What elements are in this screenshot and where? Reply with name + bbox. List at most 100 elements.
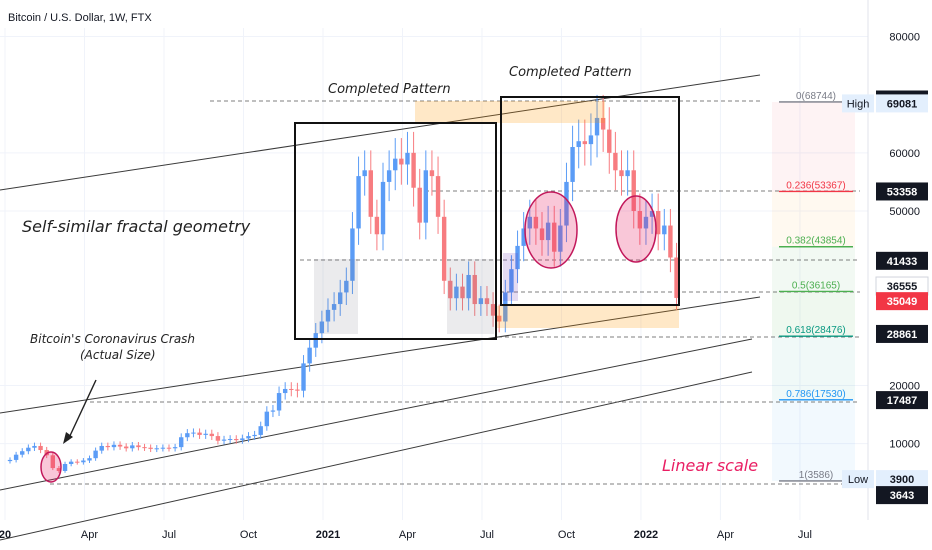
y-tick-label: 50000 <box>889 206 920 218</box>
candle-body <box>515 245 520 270</box>
candle-body <box>215 436 221 441</box>
candle-body <box>130 445 135 449</box>
candle-body <box>374 216 380 235</box>
highlight-ellipse <box>40 451 62 483</box>
candle-body <box>417 187 422 223</box>
candle-body <box>356 176 361 229</box>
highlight-ellipse <box>615 195 657 263</box>
candle-body <box>68 461 74 464</box>
candle-body <box>668 225 673 258</box>
candle-body <box>643 216 649 229</box>
candle-body <box>478 298 484 305</box>
price-tag-label: 69081 <box>887 98 918 110</box>
x-tick-label: Jul <box>162 529 176 541</box>
candle-body <box>655 211 661 235</box>
fib-level-label: 0.236(53367) <box>786 180 846 191</box>
candle-body <box>276 393 282 411</box>
channel-line <box>0 74 761 191</box>
price-tag-label: 41433 <box>887 256 918 268</box>
candle-body <box>301 363 306 391</box>
candle-body <box>393 158 398 171</box>
fib-zone-band <box>772 291 855 337</box>
candle-body <box>136 445 141 448</box>
price-tag-label: 3643 <box>890 490 914 502</box>
candle-body <box>619 170 624 177</box>
candle-body <box>105 445 111 448</box>
candle-body <box>576 141 581 148</box>
candle-body <box>338 292 343 305</box>
price-tag-label: 3900 <box>890 474 914 486</box>
candle-body <box>588 135 594 145</box>
candle-body <box>270 410 276 412</box>
candle-body <box>87 458 92 461</box>
fib-zone <box>772 101 855 481</box>
candle-body <box>607 129 612 153</box>
candle-body <box>503 292 508 322</box>
price-tag-box <box>876 486 928 505</box>
candle-body <box>197 432 202 435</box>
x-tick-label: 20 <box>0 529 11 541</box>
side-tag-box <box>842 94 874 113</box>
price-tag-box <box>876 94 928 113</box>
candle-body <box>289 388 294 390</box>
candle-body <box>26 447 31 452</box>
x-axis: 20 Apr Jul Oct 2021 Apr Jul Oct 2022 Apr Jul <box>0 529 812 541</box>
candle-body <box>75 461 80 463</box>
candle-body <box>179 437 184 448</box>
fib-level-label: 0(68744) <box>796 91 836 102</box>
candle-body <box>117 444 123 447</box>
candle-body <box>497 315 502 322</box>
candle-body <box>123 446 129 449</box>
candle-body <box>539 228 545 241</box>
side-tag-label: High <box>847 98 870 110</box>
candle-body <box>600 117 606 130</box>
crash-arrow-line <box>67 379 97 441</box>
chart-grid <box>0 28 868 520</box>
x-tick-label: 2021 <box>316 529 340 541</box>
candle-body <box>227 438 233 440</box>
candle-body <box>148 447 153 449</box>
candle-body <box>282 388 288 394</box>
candle-body <box>191 432 196 434</box>
price-tag-label: 36555 <box>887 281 918 293</box>
fib-zone-band <box>772 399 855 481</box>
candle-body <box>435 176 441 217</box>
candle-body <box>258 426 263 435</box>
candle-body <box>533 216 539 229</box>
pattern-box-2 <box>500 96 680 306</box>
candle-body <box>552 222 557 252</box>
candle-body <box>234 438 239 441</box>
range-highlight-right <box>447 259 494 334</box>
price-tags: 6917169081High53358414333655535049288611… <box>842 90 929 505</box>
candle-body <box>50 455 56 469</box>
candle-body <box>221 439 227 441</box>
candle-body <box>674 257 679 298</box>
x-tick-label: Jul <box>480 529 494 541</box>
crash-arrow-head <box>63 432 73 444</box>
fib-zone-band <box>772 101 855 192</box>
y-tick-label: 20000 <box>889 380 920 392</box>
candle-body <box>582 141 588 145</box>
fib-level-label: 1(3586) <box>799 470 833 481</box>
candle-body <box>637 211 643 229</box>
x-tick-label: Jul <box>798 529 812 541</box>
candle-body <box>527 216 532 229</box>
candle-body <box>662 225 667 235</box>
fib-zone-band <box>772 336 855 400</box>
entry-highlight <box>503 253 518 301</box>
candle-body <box>411 152 416 188</box>
candle-body <box>307 347 312 364</box>
candle-body <box>264 411 270 427</box>
candle-body <box>344 280 349 293</box>
candle-body <box>490 304 496 316</box>
side-tag-box <box>842 470 874 489</box>
channel-line <box>0 296 761 414</box>
candle-body <box>7 459 13 462</box>
side-tag-label: Low <box>848 474 868 486</box>
candle-body <box>350 228 355 281</box>
candle-body <box>99 445 104 451</box>
crash-label-line2: (Actual Size) <box>80 348 156 362</box>
candle-body <box>594 117 600 136</box>
candle-body <box>545 222 551 241</box>
